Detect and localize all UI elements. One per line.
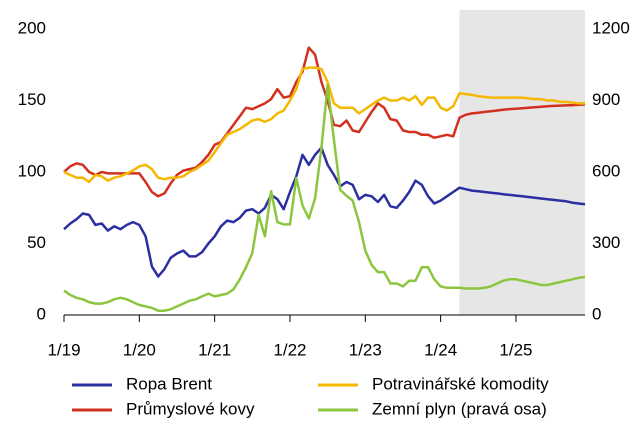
y-tick-label: 0 <box>37 304 46 323</box>
y2-tick-label: 1200 <box>592 18 630 37</box>
y2-tick-label: 600 <box>592 161 620 180</box>
y2-tick-label: 0 <box>592 304 601 323</box>
y-tick-label: 150 <box>18 90 46 109</box>
y-tick-label: 50 <box>27 233 46 252</box>
y-tick-label: 200 <box>18 18 46 37</box>
x-tick-label: 1/25 <box>499 340 532 359</box>
legend-label: Ropa Brent <box>126 374 212 393</box>
legend-label: Průmyslové kovy <box>126 399 255 418</box>
forecast-shade <box>459 10 585 315</box>
x-tick-label: 1/21 <box>198 340 231 359</box>
series-line <box>63 66 585 184</box>
x-tick-label: 1/23 <box>349 340 382 359</box>
x-tick-label: 1/22 <box>273 340 306 359</box>
x-tick-label: 1/20 <box>123 340 156 359</box>
x-tick-label: 1/19 <box>47 340 80 359</box>
series-line <box>63 146 586 278</box>
y2-tick-label: 900 <box>592 90 620 109</box>
legend-label: Zemní plyn (pravá osa) <box>372 399 547 418</box>
y2-tick-label: 300 <box>592 233 620 252</box>
series-line <box>63 46 586 198</box>
x-tick-label: 1/24 <box>424 340 457 359</box>
y-tick-label: 100 <box>18 161 46 180</box>
series-line <box>63 83 586 312</box>
legend-label: Potravinářské komodity <box>372 374 549 393</box>
